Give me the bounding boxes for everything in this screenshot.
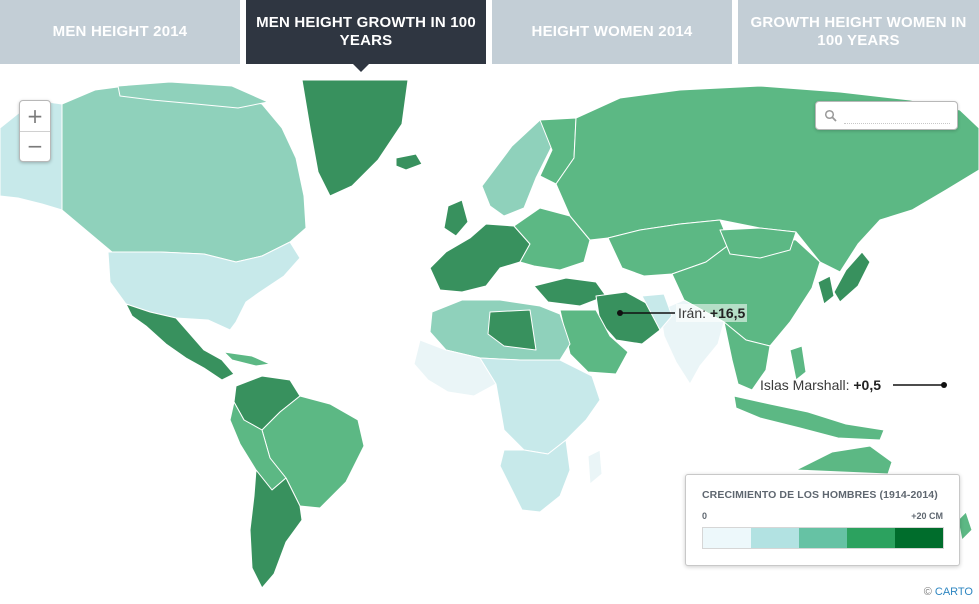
annotation-iran: Irán: +16,5: [676, 304, 748, 322]
region-arabia: [559, 309, 629, 375]
legend-swatch-3: [847, 528, 895, 548]
region-madagascar: [587, 449, 603, 485]
search-input[interactable]: [844, 107, 950, 124]
region-mexico-central-america: [125, 303, 235, 381]
zoom-control: + −: [19, 100, 51, 162]
legend-swatch-4: [895, 528, 943, 548]
legend: CRECIMIENTO DE LOS HOMBRES (1914-2014) 0…: [685, 474, 960, 566]
annotation-marshall: Islas Marshall: +0,5: [760, 377, 881, 393]
region-western-europe: [429, 223, 531, 293]
annotation-marshall-value: +0,5: [853, 377, 881, 393]
region-pakistan: [641, 293, 673, 331]
region-argentina-chile: [249, 469, 303, 589]
region-turkey: [533, 277, 607, 307]
iran-marker: [617, 310, 623, 316]
annotation-marshall-label: Islas Marshall:: [760, 377, 854, 393]
marshall-marker: [941, 382, 947, 388]
search-icon[interactable]: [824, 109, 838, 123]
legend-swatch-0: [703, 528, 751, 548]
region-southeast-asia: [723, 321, 771, 391]
attribution-prefix: ©: [923, 586, 935, 598]
region-southern-africa: [499, 439, 571, 513]
legend-min-label: 0: [702, 511, 708, 521]
attribution: © CARTO: [924, 586, 973, 598]
region-canada: [61, 83, 307, 263]
region-new-zealand: [957, 511, 973, 541]
region-australia: [795, 445, 893, 475]
tab-bar: MEN HEIGHT 2014 MEN HEIGHT GROWTH IN 100…: [0, 0, 979, 64]
tab-growth-height-women[interactable]: GROWTH HEIGHT WOMEN IN 100 YEARS: [738, 0, 979, 64]
region-iceland: [395, 153, 423, 171]
active-tab-pointer: [353, 64, 369, 72]
region-eastern-europe: [513, 207, 591, 271]
legend-color-bar: [702, 527, 944, 549]
legend-title: CRECIMIENTO DE LOS HOMBRES (1914-2014): [702, 489, 938, 501]
annotation-iran-value: +16,5: [709, 305, 746, 321]
tab-height-women-2014[interactable]: HEIGHT WOMEN 2014: [492, 0, 732, 64]
region-west-africa: [413, 339, 497, 397]
search-box: [815, 101, 958, 130]
region-indonesia: [733, 395, 885, 441]
region-korea: [817, 275, 835, 305]
region-arctic-islands: [117, 81, 269, 109]
region-philippines: [789, 345, 807, 381]
region-greenland: [301, 80, 409, 197]
world-map[interactable]: [0, 80, 979, 604]
region-mongolia: [719, 227, 797, 259]
tab-men-height-growth[interactable]: MEN HEIGHT GROWTH IN 100 YEARS: [246, 0, 486, 64]
legend-swatch-2: [799, 528, 847, 548]
region-britain: [443, 199, 469, 237]
tab-men-height-2014[interactable]: MEN HEIGHT 2014: [0, 0, 240, 64]
annotation-iran-label: Irán:: [678, 305, 710, 321]
legend-swatch-1: [751, 528, 799, 548]
zoom-in-button[interactable]: +: [26, 104, 44, 128]
region-central-africa: [479, 357, 601, 455]
region-caribbean: [223, 351, 271, 367]
region-scandinavia: [481, 119, 561, 217]
legend-max-label: +20 CM: [911, 511, 943, 521]
carto-link[interactable]: CARTO: [934, 586, 973, 598]
zoom-out-button[interactable]: −: [20, 131, 50, 161]
region-japan: [833, 251, 871, 303]
region-libya: [487, 309, 537, 351]
